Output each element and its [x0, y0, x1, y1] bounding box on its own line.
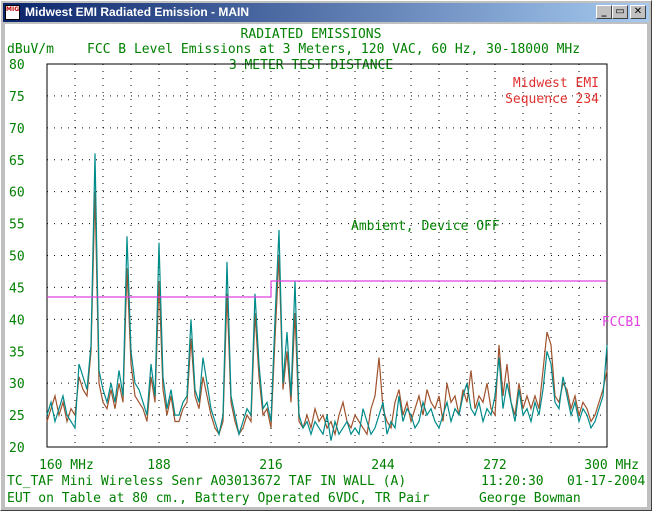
footer-date: 01-17-2004: [567, 474, 645, 489]
title-bar[interactable]: MIG Midwest EMI Radiated Emission - MAIN…: [3, 3, 649, 22]
window-title: Midwest EMI Radiated Emission - MAIN: [25, 5, 250, 19]
y-tick-label: 80: [9, 58, 25, 73]
footer-eut-info: EUT on Table at 80 cm., Battery Operated…: [7, 491, 430, 506]
grid-lines: [46, 63, 608, 448]
chart-title: RADIATED EMISSIONS: [241, 27, 382, 42]
x-tick-label: 272: [483, 458, 506, 473]
y-tick-label: 20: [9, 441, 25, 456]
x-tick-label: 244: [371, 458, 395, 473]
maximize-button[interactable]: ▭: [612, 5, 628, 19]
x-tick-label: 160 MHz: [39, 458, 94, 473]
y-tick-label: 70: [9, 122, 25, 137]
limit-line-label: FCCB1: [602, 315, 641, 330]
plot-area: RADIATED EMISSIONS dBuV/m FCC B Level Em…: [5, 24, 647, 507]
chart-subtitle-distance: 3 METER TEST DISTANCE: [229, 58, 393, 73]
footer-operator: George Bowman: [479, 491, 581, 506]
y-tick-label: 65: [9, 154, 25, 169]
annotation-sequence: Sequence 234: [505, 92, 599, 107]
x-tick-label: 216: [259, 458, 282, 473]
y-tick-label: 50: [9, 250, 25, 265]
app-icon[interactable]: MIG: [5, 5, 20, 20]
close-button[interactable]: ✕: [630, 5, 646, 19]
footer-test-info: TC_TAF Mini Wireless Senr A03013672 TAF …: [7, 474, 406, 489]
limit-line-group: [47, 280, 607, 298]
y-tick-label: 25: [9, 409, 25, 424]
x-tick-label: 300 MHz: [584, 458, 639, 473]
y-tick-label: 55: [9, 218, 25, 233]
footer-time: 11:20:30: [481, 474, 544, 489]
y-tick-label: 30: [9, 377, 25, 392]
series-line: [46, 191, 608, 437]
emissions-chart: RADIATED EMISSIONS dBuV/m FCC B Level Em…: [7, 27, 645, 506]
annotation-company: Midwest EMI: [513, 76, 599, 91]
y-tick-label: 45: [9, 281, 25, 296]
series-line: [46, 153, 608, 441]
y-tick-label: 75: [9, 90, 25, 105]
annotation-ambient: Ambient, Device OFF: [351, 219, 500, 234]
x-tick-label: 188: [147, 458, 170, 473]
chart-subtitle: FCC B Level Emissions at 3 Meters, 120 V…: [87, 42, 580, 57]
y-tick-label: 40: [9, 313, 25, 328]
y-axis-label: dBuV/m: [7, 42, 54, 57]
minimize-button[interactable]: _: [596, 5, 612, 19]
y-tick-label: 35: [9, 345, 25, 360]
x-tick-labels: 160 MHz 188 216 244 272 300 MHz: [39, 458, 639, 473]
y-tick-label: 60: [9, 186, 25, 201]
fcc-limit-line: [47, 280, 607, 298]
y-tick-labels: 20 25 30 35 40 45 50 55 60 65 70 75 80: [9, 58, 25, 456]
data-series: [46, 153, 608, 441]
